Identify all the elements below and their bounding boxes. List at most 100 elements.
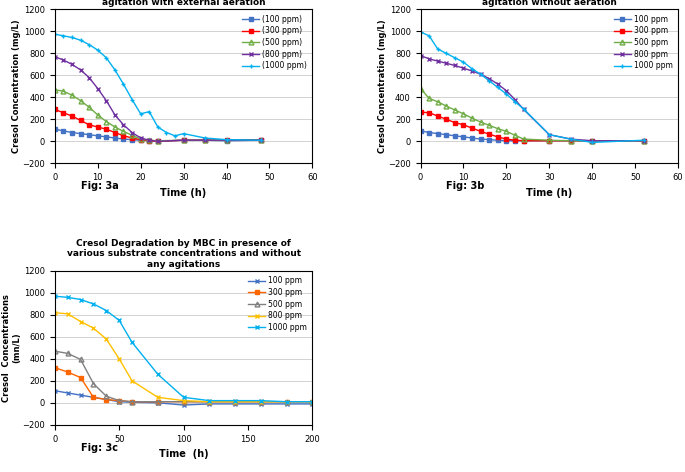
1000 ppm [545, 132, 553, 137]
Line: (300 ppm): (300 ppm) [52, 107, 263, 144]
Line: 1000 ppm: 1000 ppm [52, 294, 315, 404]
Text: Fig: 3b: Fig: 3b [447, 181, 485, 191]
500 ppm [566, 138, 575, 143]
500 ppm [231, 399, 239, 405]
1000 ppm [308, 399, 316, 405]
500 ppm [425, 96, 434, 101]
1000 ppm [502, 91, 510, 97]
500 ppm [434, 99, 442, 105]
(300 ppm) [257, 137, 265, 143]
(1000 ppm) [179, 131, 188, 136]
(1000 ppm) [60, 33, 68, 39]
500 ppm [206, 399, 214, 405]
500 ppm [308, 399, 316, 405]
(300 ppm) [179, 137, 188, 143]
800 ppm [257, 399, 265, 405]
Title: Cresol Degradation by MBC in presence of
various substrate concentrations and wi: Cresol Degradation by MBC in presence of… [66, 239, 301, 269]
300 ppm [640, 138, 648, 143]
(100 ppm) [153, 138, 162, 144]
(800 ppm) [60, 57, 68, 63]
(1000 ppm) [136, 111, 145, 117]
(1000 ppm) [223, 137, 231, 143]
100 ppm [128, 399, 136, 405]
(1000 ppm) [85, 42, 93, 47]
800 ppm [477, 71, 485, 77]
800 ppm [451, 63, 459, 68]
300 ppm [502, 136, 510, 142]
(500 ppm) [102, 118, 110, 124]
(100 ppm) [77, 131, 85, 136]
500 ppm [460, 111, 468, 117]
500 ppm [477, 119, 485, 125]
(300 ppm) [94, 124, 102, 130]
(1000 ppm) [201, 135, 209, 141]
100 ppm [257, 401, 265, 407]
100 ppm [115, 399, 123, 405]
Line: (100 ppm): (100 ppm) [52, 127, 263, 144]
1000 ppm [588, 140, 597, 145]
(300 ppm) [111, 130, 119, 135]
800 ppm [468, 68, 476, 74]
Y-axis label: Cresol  Concentrations
(mn/L): Cresol Concentrations (mn/L) [1, 294, 21, 402]
(100 ppm) [60, 128, 68, 134]
100 ppm [102, 396, 110, 402]
(800 ppm) [257, 137, 265, 143]
800 ppm [153, 395, 162, 400]
(300 ppm) [201, 137, 209, 143]
800 ppm [566, 136, 575, 142]
(500 ppm) [111, 124, 119, 130]
1000 ppm [434, 46, 442, 52]
100 ppm [566, 138, 575, 143]
500 ppm [51, 348, 59, 354]
1000 ppm [282, 399, 290, 405]
800 ppm [51, 310, 59, 316]
800 ppm [128, 378, 136, 384]
(300 ppm) [119, 133, 127, 139]
300 ppm [257, 399, 265, 405]
1000 ppm [51, 294, 59, 299]
(100 ppm) [223, 138, 231, 143]
800 ppm [231, 399, 239, 405]
300 ppm [434, 113, 442, 119]
(500 ppm) [201, 137, 209, 143]
300 ppm [153, 399, 162, 405]
100 ppm [511, 138, 519, 143]
500 ppm [451, 107, 459, 113]
300 ppm [64, 369, 72, 375]
(500 ppm) [153, 138, 162, 143]
800 ppm [206, 399, 214, 405]
(500 ppm) [85, 104, 93, 110]
800 ppm [102, 336, 110, 342]
100 ppm [443, 132, 451, 137]
(800 ppm) [201, 137, 209, 143]
1000 ppm [511, 99, 519, 105]
300 ppm [485, 131, 493, 137]
(100 ppm) [145, 138, 153, 143]
100 ppm [588, 138, 597, 143]
500 ppm [257, 399, 265, 405]
300 ppm [511, 137, 519, 143]
500 ppm [416, 86, 425, 92]
1000 ppm [640, 137, 648, 143]
500 ppm [588, 138, 597, 143]
500 ppm [494, 126, 502, 132]
(800 ppm) [111, 112, 119, 118]
(500 ppm) [179, 137, 188, 143]
(500 ppm) [223, 137, 231, 143]
(100 ppm) [111, 135, 119, 141]
800 ppm [77, 319, 85, 324]
Legend: 100 ppm, 300 ppm, 500 ppm, 800 ppm, 1000 ppm: 100 ppm, 300 ppm, 500 ppm, 800 ppm, 1000… [612, 13, 674, 72]
Line: 500 ppm: 500 ppm [52, 349, 315, 404]
300 ppm [468, 125, 476, 131]
300 ppm [545, 138, 553, 143]
Line: 1000 ppm: 1000 ppm [418, 30, 646, 145]
1000 ppm [519, 106, 527, 112]
(300 ppm) [153, 138, 162, 144]
X-axis label: Time  (h): Time (h) [159, 449, 208, 459]
300 ppm [231, 399, 239, 405]
500 ppm [179, 399, 188, 405]
800 ppm [282, 399, 290, 405]
(100 ppm) [94, 133, 102, 139]
800 ppm [416, 53, 425, 59]
100 ppm [434, 131, 442, 136]
